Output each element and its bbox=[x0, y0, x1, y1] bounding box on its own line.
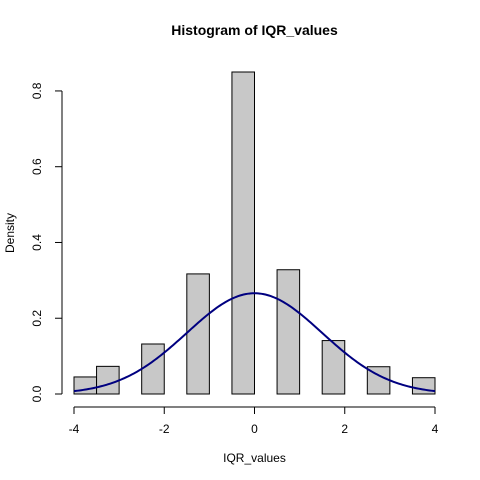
histogram-bar-5 bbox=[276, 269, 301, 395]
y-tick-label: 0.8 bbox=[30, 82, 44, 99]
density-curve bbox=[73, 292, 436, 393]
histogram-bar-1 bbox=[96, 365, 120, 395]
histogram-bar-2 bbox=[141, 343, 165, 395]
x-tick-label: 2 bbox=[341, 422, 348, 436]
x-tick-label: 0 bbox=[251, 422, 258, 436]
y-axis-label: Density bbox=[3, 213, 17, 253]
y-tick-label: 0.0 bbox=[30, 385, 44, 402]
histogram-bar-6 bbox=[321, 340, 346, 395]
x-axis-label: IQR_values bbox=[223, 451, 286, 465]
histogram-bar-4 bbox=[231, 71, 255, 395]
x-tick-label: -2 bbox=[159, 422, 170, 436]
chart-title: Histogram of IQR_values bbox=[171, 22, 338, 38]
y-tick-label: 0.6 bbox=[30, 158, 44, 175]
histogram-bar-3 bbox=[186, 273, 210, 395]
x-tick-label: -4 bbox=[69, 422, 80, 436]
x-tick-label: 4 bbox=[432, 422, 439, 436]
x-axis: -4 -2 0 2 4 bbox=[69, 406, 439, 436]
y-tick-label: 0.2 bbox=[30, 310, 44, 327]
y-axis: 0.0 0.2 0.4 0.6 0.8 bbox=[30, 82, 63, 402]
bars-layer bbox=[73, 71, 436, 395]
y-tick-label: 0.4 bbox=[30, 234, 44, 251]
